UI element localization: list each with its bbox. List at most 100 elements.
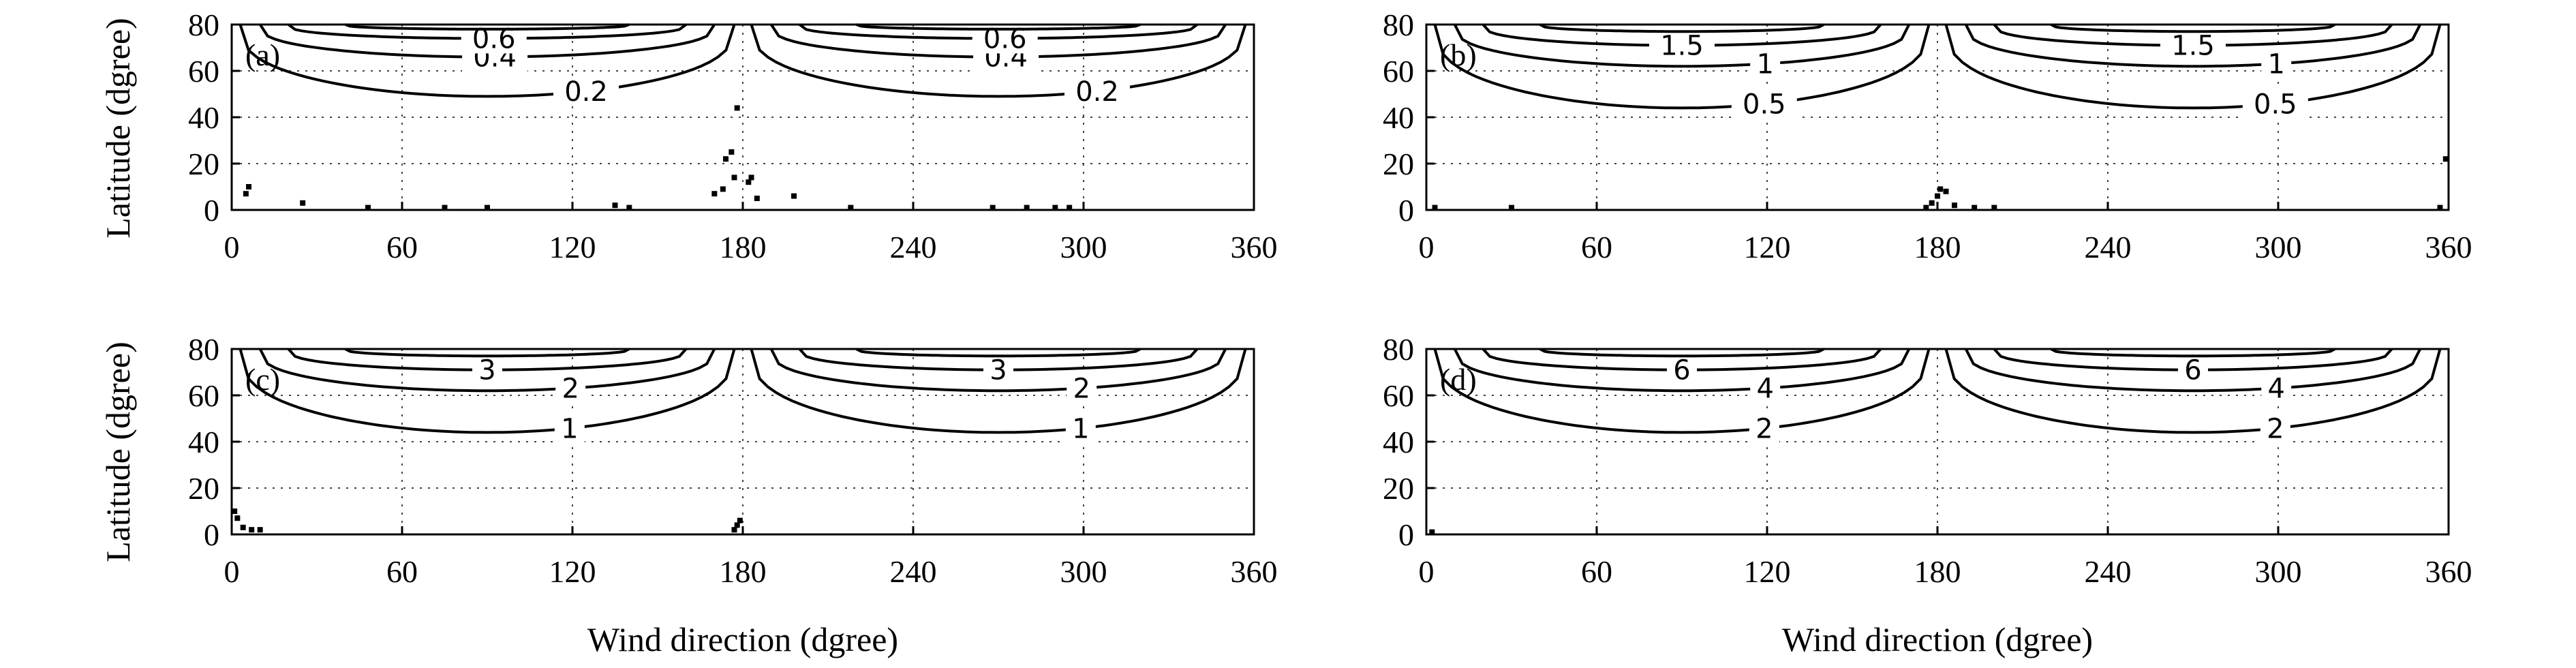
contour-label-3: 3 — [478, 355, 495, 386]
noise-mark — [731, 174, 737, 181]
contour-line-1-lobe-1 — [1453, 24, 1911, 68]
x-tick-label: 180 — [720, 230, 767, 264]
contour-label-halo — [472, 354, 502, 385]
x-tick-label: 0 — [224, 230, 240, 264]
noise-mark — [1929, 200, 1935, 206]
noise-mark — [731, 527, 737, 533]
x-tick-label: 360 — [2425, 554, 2472, 589]
noise-mark — [748, 174, 754, 181]
x-tick-label: 360 — [1231, 554, 1278, 589]
y-axis-title-top: Latitude (dgree) — [99, 18, 137, 238]
y-tick-label: 60 — [188, 378, 219, 413]
x-axis-title-left: Wind direction (dgree) — [587, 620, 898, 658]
panel-label: (b) — [1440, 37, 1477, 72]
contour-line-0.2-lobe-2 — [750, 24, 1247, 98]
x-tick-label: 60 — [386, 554, 418, 589]
x-tick-label: 60 — [1581, 230, 1612, 264]
noise-mark — [243, 191, 249, 197]
y-tick-label: 20 — [1383, 147, 1414, 181]
contour-label-1: 1 — [2267, 49, 2284, 80]
contour-label-halo — [2261, 48, 2292, 79]
contour-label-6: 6 — [1673, 355, 1690, 386]
contour-label-halo — [555, 373, 586, 404]
noise-mark — [234, 515, 241, 521]
panel-label: (d) — [1440, 362, 1477, 397]
noise-mark — [737, 517, 743, 523]
noise-mark — [1943, 188, 1949, 194]
noise-mark — [754, 196, 760, 201]
x-tick-label: 0 — [1419, 230, 1435, 264]
contour-label-4: 4 — [2267, 374, 2284, 405]
y-tick-label: 80 — [188, 332, 219, 367]
contour-label-halo — [1750, 373, 1781, 404]
y-tick-label: 0 — [204, 517, 219, 552]
contour-label-halo — [1749, 413, 1779, 444]
contour-label-1: 1 — [1756, 49, 1773, 80]
x-tick-label: 120 — [549, 554, 596, 589]
noise-mark — [729, 149, 735, 155]
x-tick-label: 360 — [2425, 230, 2472, 264]
x-tick-label: 180 — [720, 554, 767, 589]
contour-label-halo — [2261, 373, 2292, 404]
noise-mark — [711, 191, 718, 197]
contour-line-1-lobe-1 — [239, 348, 736, 434]
noise-mark — [1067, 204, 1073, 211]
y-tick-label: 20 — [188, 147, 219, 181]
x-tick-label: 120 — [549, 230, 596, 264]
contour-label-halo — [2242, 89, 2308, 119]
contour-label-0.2: 0.2 — [564, 76, 608, 108]
contour-label-2: 2 — [1755, 413, 1773, 444]
noise-mark — [734, 522, 740, 528]
contour-label-4: 4 — [1756, 374, 1773, 405]
x-tick-label: 0 — [224, 554, 240, 589]
contour-label-2: 2 — [1073, 374, 1090, 405]
noise-mark — [1024, 204, 1030, 211]
contour-label-0.5: 0.5 — [1743, 89, 1786, 120]
y-tick-label: 0 — [1398, 517, 1414, 552]
contour-label-halo — [1750, 48, 1781, 79]
noise-mark — [240, 524, 246, 530]
y-tick-label: 60 — [188, 54, 219, 89]
y-tick-label: 20 — [188, 471, 219, 506]
contour-label-halo — [1731, 89, 1797, 119]
y-tick-label: 80 — [1383, 332, 1414, 367]
noise-mark — [2442, 156, 2449, 162]
noise-mark — [720, 186, 726, 192]
contour-label-halo — [2178, 354, 2208, 385]
contour-line-outer-lobe-2 — [2050, 348, 2336, 358]
noise-mark — [257, 527, 263, 533]
x-tick-label: 300 — [2255, 554, 2302, 589]
noise-mark — [485, 204, 490, 211]
x-tick-label: 300 — [2255, 230, 2302, 264]
noise-mark — [1935, 193, 1940, 199]
contour-line-0.2-lobe-1 — [239, 24, 736, 98]
contour-label-0.5: 0.5 — [2254, 89, 2297, 120]
panel-2: 0.5 0.5 1 1 1.5 1.5 0 60 120 180 240 300 360 0 20 40 60 8… — [1383, 7, 2472, 264]
noise-mark — [442, 204, 448, 211]
noise-mark — [300, 200, 306, 206]
noise-mark — [249, 527, 255, 533]
contour-label-halo — [1064, 76, 1130, 106]
contour-line-0.5-lobe-2 — [1944, 24, 2442, 110]
contour-label-2: 2 — [562, 374, 579, 405]
contour-line-2-lobe-1 — [1433, 348, 1931, 434]
contour-line-4-lobe-1 — [1453, 348, 1911, 393]
x-tick-label: 0 — [1419, 554, 1435, 589]
contour-label-1: 1 — [561, 413, 578, 444]
noise-mark — [1952, 202, 1957, 209]
x-tick-label: 240 — [890, 230, 937, 264]
contour-label-0.2: 0.2 — [1075, 76, 1119, 108]
y-tick-label: 60 — [1383, 378, 1414, 413]
x-tick-label: 180 — [1914, 230, 1961, 264]
contour-line-outer-lobe-2 — [855, 348, 1141, 358]
contour-line-2-lobe-1 — [258, 348, 716, 393]
noise-mark — [848, 204, 854, 211]
x-tick-label: 240 — [2085, 554, 2132, 589]
contour-label-halo — [553, 76, 619, 106]
x-tick-label: 120 — [1744, 230, 1791, 264]
contour-label-1.5: 1.5 — [1660, 31, 1704, 62]
noise-mark — [1937, 186, 1944, 192]
x-tick-label: 180 — [1914, 554, 1961, 589]
noise-mark — [1432, 204, 1438, 211]
